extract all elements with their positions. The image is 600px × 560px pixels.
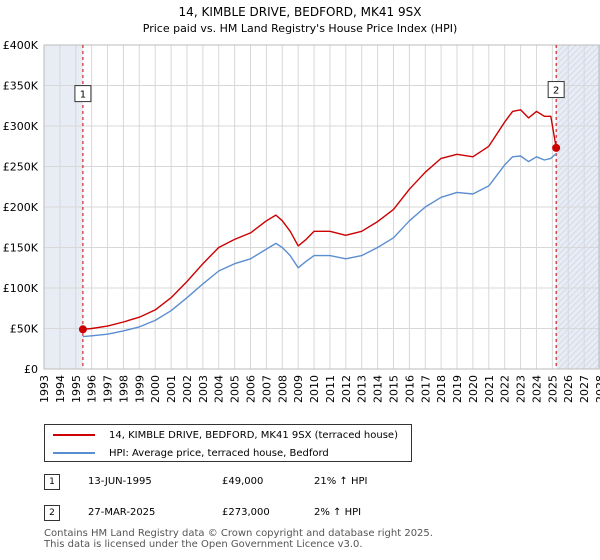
- hatch-pattern: [556, 45, 600, 369]
- x-tick-label: 2016: [403, 375, 416, 403]
- y-tick-label: £400K: [3, 39, 39, 52]
- legend-item-property: 14, KIMBLE DRIVE, BEDFORD, MK41 9SX (ter…: [53, 427, 398, 443]
- sale-point: [78, 325, 87, 334]
- x-tick-label: 1994: [54, 375, 67, 403]
- hatch-line: [556, 62, 600, 108]
- transaction-price: £49,000: [222, 476, 264, 487]
- y-tick-label: £350K: [3, 80, 39, 93]
- x-tick-label: 2011: [324, 375, 337, 403]
- x-tick-label: 2012: [340, 375, 353, 403]
- sale-label-number: 2: [553, 86, 559, 97]
- x-tick-label: 2028: [594, 375, 600, 403]
- x-tick-label: 2024: [530, 375, 543, 403]
- transaction-hpi: 2% ↑ HPI: [314, 507, 362, 518]
- hatch-line: [556, 290, 600, 336]
- legend-label-hpi: HPI: Average price, terraced house, Bedf…: [109, 447, 329, 459]
- transaction-hpi: 21% ↑ HPI: [314, 476, 368, 487]
- hatch-line: [556, 170, 600, 216]
- x-tick-label: 2002: [181, 375, 194, 403]
- price-chart: 14, KIMBLE DRIVE, BEDFORD, MK41 9SX Pric…: [3, 5, 600, 403]
- x-tick-label: 1993: [38, 375, 51, 403]
- hatch-line: [556, 182, 600, 228]
- footer: Contains HM Land Registry data © Crown c…: [44, 528, 433, 550]
- transaction-row: 2 27-MAR-2025 £273,000 2% ↑ HPI: [44, 505, 444, 523]
- footer-line-1: Contains HM Land Registry data © Crown c…: [44, 528, 433, 539]
- hatch-line: [556, 200, 600, 246]
- footer-line-2: This data is licensed under the Open Gov…: [44, 539, 363, 550]
- hatch-line: [556, 80, 600, 126]
- legend-label-property: 14, KIMBLE DRIVE, BEDFORD, MK41 9SX (ter…: [109, 429, 398, 441]
- hatch-line: [556, 284, 600, 330]
- hatch-line: [556, 176, 600, 222]
- x-tick-label: 2000: [149, 375, 162, 403]
- transaction-date: 27-MAR-2025: [88, 507, 156, 518]
- hatch-line: [556, 308, 600, 354]
- series-line-hpi: [82, 152, 557, 338]
- y-tick-label: £200K: [3, 201, 39, 214]
- y-tick-label: £0: [24, 363, 38, 376]
- y-tick-label: £150K: [3, 242, 39, 255]
- plot-frame: [43, 44, 600, 370]
- sale-point: [552, 143, 561, 152]
- x-tick-label: 2008: [276, 375, 289, 403]
- y-tick-label: £300K: [3, 120, 39, 133]
- transaction-badge: 2: [44, 505, 60, 521]
- y-tick-label: £250K: [3, 161, 39, 174]
- x-tick-label: 1995: [70, 375, 83, 403]
- y-tick-label: £100K: [3, 282, 39, 295]
- x-tick-label: 2027: [578, 375, 591, 403]
- hatch-line: [556, 278, 600, 324]
- legend-swatch-red: [53, 434, 95, 436]
- transaction-badge: 1: [44, 474, 60, 490]
- x-tick-label: 2022: [499, 375, 512, 403]
- x-tick-label: 2017: [419, 375, 432, 403]
- transaction-date: 13-JUN-1995: [88, 476, 152, 487]
- x-tick-label: 2003: [197, 375, 210, 403]
- hatch-line: [556, 86, 600, 132]
- x-tick-label: 2021: [483, 375, 496, 403]
- hatch-line: [556, 302, 600, 348]
- hatch-line: [556, 164, 600, 210]
- chart-subtitle: Price paid vs. HM Land Registry's House …: [143, 22, 458, 35]
- x-tick-label: 2023: [515, 375, 528, 403]
- hatch-line: [556, 56, 600, 102]
- x-tick-label: 1998: [117, 375, 130, 403]
- x-tick-label: 2020: [467, 375, 480, 403]
- hatch-line: [556, 188, 600, 234]
- x-tick-label: 2014: [372, 375, 385, 403]
- sale-label-box: [547, 81, 565, 99]
- x-tick-label: 2015: [387, 375, 400, 403]
- x-tick-label: 2010: [308, 375, 321, 403]
- x-tick-label: 2013: [356, 375, 369, 403]
- x-tick-label: 1997: [102, 375, 115, 403]
- hatch-line: [556, 68, 600, 114]
- legend-item-hpi: HPI: Average price, terraced house, Bedf…: [53, 445, 329, 461]
- x-tick-label: 2007: [260, 375, 273, 403]
- series-line-property: [82, 109, 557, 330]
- x-tick-label: 2006: [245, 375, 258, 403]
- hatch-line: [556, 74, 600, 120]
- transaction-price: £273,000: [222, 507, 270, 518]
- sale-label-number: 1: [80, 90, 86, 101]
- legend: 14, KIMBLE DRIVE, BEDFORD, MK41 9SX (ter…: [44, 424, 412, 462]
- x-tick-label: 2026: [562, 375, 575, 403]
- x-tick-label: 2019: [451, 375, 464, 403]
- x-tick-label: 2004: [213, 375, 226, 403]
- sale-label-box: [74, 85, 92, 103]
- x-tick-label: 2001: [165, 375, 178, 403]
- transaction-row: 1 13-JUN-1995 £49,000 21% ↑ HPI: [44, 474, 444, 492]
- legend-swatch-blue: [53, 452, 95, 454]
- chart-title: 14, KIMBLE DRIVE, BEDFORD, MK41 9SX: [179, 5, 422, 19]
- hatch-line: [556, 92, 600, 138]
- hatch-line: [556, 194, 600, 240]
- x-tick-label: 1996: [86, 375, 99, 403]
- x-tick-label: 2025: [546, 375, 559, 403]
- x-tick-label: 2005: [229, 375, 242, 403]
- x-tick-label: 2018: [435, 375, 448, 403]
- hatch-line: [556, 296, 600, 342]
- hatch-line: [556, 272, 600, 318]
- x-tick-label: 1999: [133, 375, 146, 403]
- x-tick-label: 2009: [292, 375, 305, 403]
- y-tick-label: £50K: [10, 323, 39, 336]
